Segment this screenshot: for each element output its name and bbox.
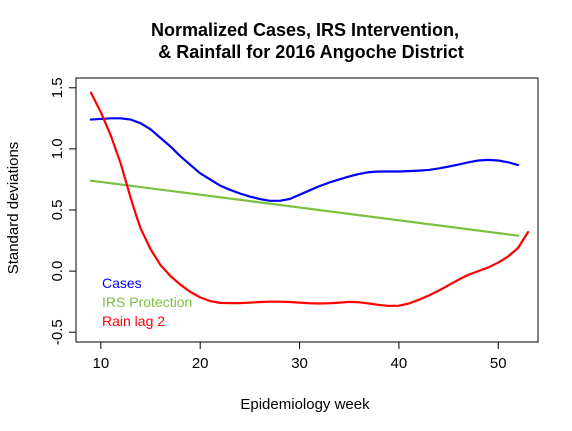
series-layer bbox=[89, 91, 530, 308]
x-tick-label: 20 bbox=[192, 355, 209, 372]
y-axis-label: Standard deviations bbox=[5, 142, 22, 275]
y-tick-label: -0.5 bbox=[49, 319, 66, 345]
y-tick-label: 0.0 bbox=[49, 261, 66, 282]
x-tick-label: 30 bbox=[291, 355, 308, 372]
chart-title-line-1: Normalized Cases, IRS Intervention, bbox=[151, 20, 459, 40]
y-tick-label: 1.5 bbox=[49, 77, 66, 98]
x-tick-label: 50 bbox=[490, 355, 507, 372]
series-line-cases bbox=[89, 117, 520, 202]
series-line-irs-protection bbox=[89, 179, 520, 237]
x-tick-label: 10 bbox=[92, 355, 109, 372]
y-tick-label: 0.5 bbox=[49, 200, 66, 221]
legend: Cases IRS Protection Rain lag 2 bbox=[102, 275, 192, 329]
series-line-rain-lag-2 bbox=[89, 91, 530, 308]
y-axis: -0.5 0.0 0.5 1.0 1.5 bbox=[49, 77, 77, 345]
legend-entry-irs-protection: IRS Protection bbox=[102, 294, 192, 310]
x-tick-label: 40 bbox=[391, 355, 408, 372]
y-tick-label: 1.0 bbox=[49, 138, 66, 159]
legend-entry-cases: Cases bbox=[102, 275, 142, 291]
chart-title-line-2: & Rainfall for 2016 Angoche District bbox=[158, 42, 463, 62]
legend-entry-rain-lag-2: Rain lag 2 bbox=[102, 313, 165, 329]
x-axis-label: Epidemiology week bbox=[240, 396, 370, 413]
x-axis: 10 20 30 40 50 bbox=[92, 341, 507, 372]
